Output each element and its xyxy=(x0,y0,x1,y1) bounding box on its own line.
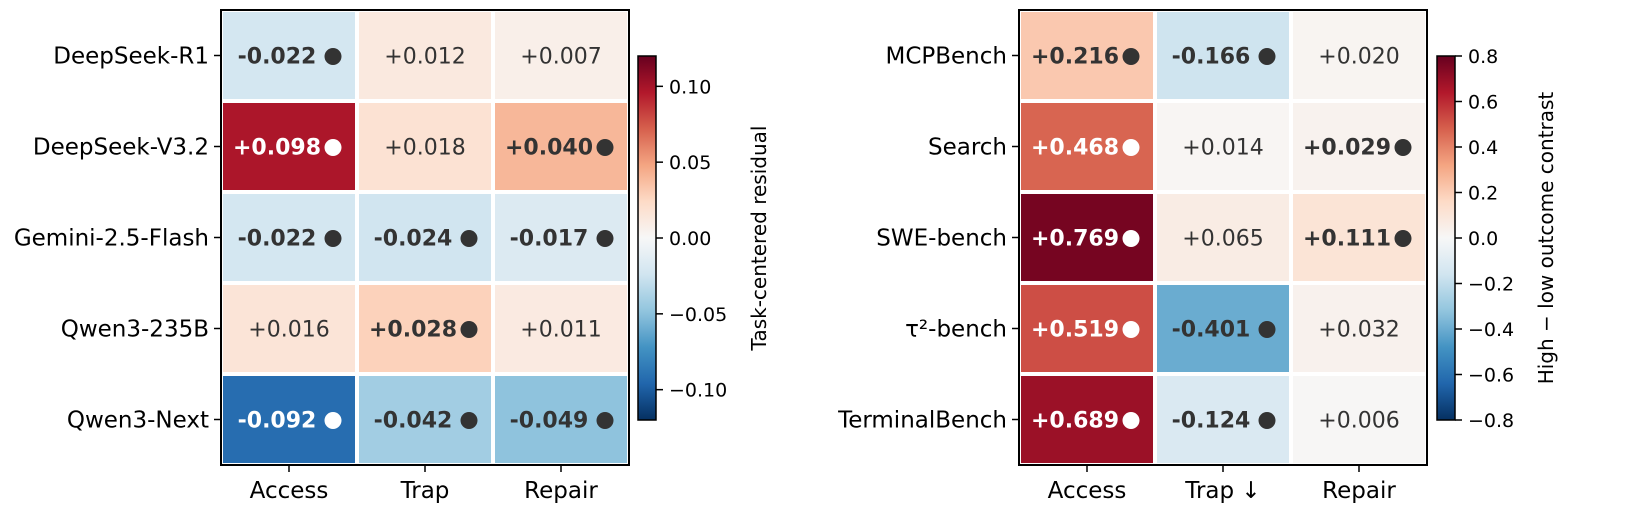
cell-value-label: +0.020 xyxy=(1318,45,1399,70)
significance-dot xyxy=(596,139,614,156)
row-label: MCPBench xyxy=(885,44,1007,70)
significance-dot xyxy=(324,48,342,65)
significance-dot xyxy=(1394,230,1412,247)
cell-value-label: +0.011 xyxy=(520,318,601,343)
colorbar-label: High − low outcome contrast xyxy=(1534,92,1558,385)
significance-dot xyxy=(460,412,478,429)
heatmap-cell xyxy=(1153,99,1293,194)
heatmap-cell xyxy=(1289,281,1429,376)
heatmap-cell xyxy=(491,281,631,376)
colorbar-tick-label: −0.8 xyxy=(1468,410,1514,432)
significance-dot xyxy=(1122,48,1140,65)
cell-value-label: +0.111 xyxy=(1303,227,1391,252)
significance-dot xyxy=(460,321,478,338)
cell-value-label: +0.769 xyxy=(1031,227,1119,252)
colorbar-label: Task-centered residual xyxy=(747,126,771,352)
cell-value-label: +0.014 xyxy=(1182,136,1263,161)
contrast-heatmap-panel: +0.216 -0.166 +0.020 +0.468 +0.014 +0.029 +0.7… xyxy=(837,8,1558,504)
column-label: Repair xyxy=(1322,478,1396,504)
row-label: Qwen3-235B xyxy=(61,317,209,343)
significance-dot xyxy=(1122,321,1140,338)
row-label: Gemini-2.5-Flash xyxy=(14,226,209,252)
colorbar-tick-label: 0.8 xyxy=(1468,46,1498,68)
column-label: Trap xyxy=(400,478,450,504)
significance-dot xyxy=(596,230,614,247)
row-label: TerminalBench xyxy=(837,408,1007,434)
column-label: Repair xyxy=(524,478,598,504)
cell-value-label: +0.040 xyxy=(505,136,593,161)
cell-value-label: +0.098 xyxy=(233,136,321,161)
significance-dot xyxy=(1122,139,1140,156)
heatmap-cell xyxy=(1153,190,1293,285)
cell-value-label: +0.468 xyxy=(1031,136,1119,161)
cell-value-label: +0.216 xyxy=(1031,45,1119,70)
column-label: Access xyxy=(1048,478,1127,504)
significance-dot xyxy=(1122,230,1140,247)
cell-value-label: -0.049 xyxy=(510,409,589,434)
cell-value-label: +0.689 xyxy=(1031,409,1119,434)
significance-dot xyxy=(460,230,478,247)
colorbar-tick-label: 0.10 xyxy=(669,76,711,98)
cell-value-label: +0.032 xyxy=(1318,318,1399,343)
cell-value-label: +0.018 xyxy=(384,136,465,161)
cell-value-label: +0.016 xyxy=(248,318,329,343)
cell-value-label: +0.028 xyxy=(369,318,457,343)
colorbar-tick-label: 0.0 xyxy=(1468,228,1498,250)
colorbar-tick-label: −0.05 xyxy=(669,304,727,326)
column-label: Trap ↓ xyxy=(1184,478,1260,504)
cell-value-label: +0.519 xyxy=(1031,318,1119,343)
colorbar-tick-label: 0.6 xyxy=(1468,92,1498,114)
colorbar-tick-label: −0.10 xyxy=(669,380,727,402)
colorbar-tick-label: 0.00 xyxy=(669,228,711,250)
cell-value-label: -0.022 xyxy=(238,227,317,252)
colorbar-tick-label: 0.4 xyxy=(1468,137,1498,159)
residual-heatmap-panel: -0.022 +0.012 +0.007 +0.098 +0.018 +0.040 -0.0… xyxy=(14,8,771,504)
cell-value-label: -0.124 xyxy=(1172,409,1251,434)
significance-dot xyxy=(324,230,342,247)
cell-value-label: -0.024 xyxy=(374,227,453,252)
row-label: DeepSeek-V3.2 xyxy=(33,135,209,161)
colorbar-tick-label: −0.6 xyxy=(1468,365,1514,387)
significance-dot xyxy=(1122,412,1140,429)
row-label: SWE-bench xyxy=(876,226,1007,252)
significance-dot xyxy=(1394,139,1412,156)
significance-dot xyxy=(324,139,342,156)
cell-value-label: -0.166 xyxy=(1172,45,1251,70)
significance-dot xyxy=(1258,412,1276,429)
column-label: Access xyxy=(250,478,329,504)
cell-value-label: -0.042 xyxy=(374,409,453,434)
cell-value-label: +0.029 xyxy=(1303,136,1391,161)
significance-dot xyxy=(596,412,614,429)
colorbar xyxy=(637,55,657,421)
significance-dot xyxy=(1258,48,1276,65)
row-label: Qwen3-Next xyxy=(67,408,209,434)
significance-dot xyxy=(1258,321,1276,338)
row-label: τ²-bench xyxy=(905,317,1007,343)
cell-value-label: -0.017 xyxy=(510,227,589,252)
cell-value-label: +0.065 xyxy=(1182,227,1263,252)
colorbar xyxy=(1436,55,1456,421)
row-label: DeepSeek-R1 xyxy=(53,44,209,70)
row-label: Search xyxy=(928,135,1007,161)
cell-value-label: -0.401 xyxy=(1172,318,1251,343)
colorbar-tick-label: −0.2 xyxy=(1468,274,1514,296)
cell-value-label: -0.022 xyxy=(238,45,317,70)
cell-value-label: +0.007 xyxy=(520,45,601,70)
significance-dot xyxy=(324,412,342,429)
colorbar-tick-label: 0.05 xyxy=(669,152,711,174)
colorbar-tick-label: 0.2 xyxy=(1468,183,1498,205)
colorbar-tick-label: −0.4 xyxy=(1468,319,1514,341)
cell-value-label: -0.092 xyxy=(238,409,317,434)
cell-value-label: +0.006 xyxy=(1318,409,1399,434)
heatmap-cell xyxy=(1289,190,1429,285)
cell-value-label: +0.012 xyxy=(384,45,465,70)
